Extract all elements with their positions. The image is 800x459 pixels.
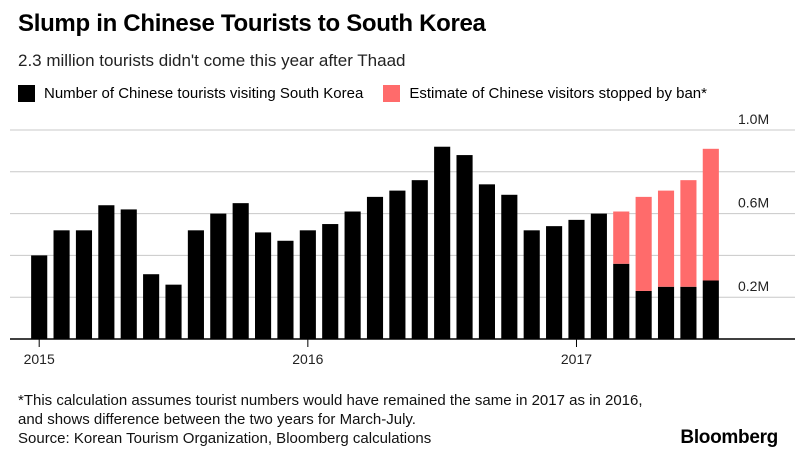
bar-actual [434,146,451,339]
bar-actual [165,284,182,339]
bar-actual [232,203,249,339]
bar-actual [546,226,563,339]
bar-estimate [635,196,652,291]
bar-actual [75,230,93,339]
chart-title: Slump in Chinese Tourists to South Korea [18,10,486,37]
axis-layer: 0.2M 0.6M 1.0M 2015 2016 2017 [10,111,795,367]
bar-chart: 0.2M 0.6M 1.0M 2015 2016 2017 [10,111,795,367]
bar-estimate [680,180,697,287]
bar-actual [210,213,227,339]
bar-actual [299,230,316,339]
footnote: *This calculation assumes tourist number… [18,391,643,429]
bar-actual [456,155,473,339]
bar-actual [187,230,204,339]
bar-actual [702,280,719,339]
legend-swatch-actual [18,85,35,102]
bar-actual [98,205,115,339]
bar-actual [657,286,675,339]
legend-item-actual: Number of Chinese tourists visiting Sout… [18,85,363,102]
bar-estimate [613,211,630,264]
x-tick-label: 2017 [561,351,592,367]
chart-subtitle: 2.3 million tourists didn't come this ye… [18,51,406,70]
bar-estimate [657,190,675,287]
bar-actual [53,230,70,339]
bar-actual [255,232,272,339]
bar-actual [613,263,630,339]
footnote-line-1: *This calculation assumes tourist number… [18,392,643,409]
legend: Number of Chinese tourists visiting Sout… [18,85,727,102]
bar-estimate [702,148,719,281]
bar-actual [523,230,540,339]
bar-actual [120,209,137,339]
bar-actual [501,194,518,339]
x-tick-label: 2016 [292,351,323,367]
footnote-line-2: and shows difference between the two yea… [18,411,416,428]
y-tick-label: 1.0M [738,111,769,127]
bar-actual [277,240,294,339]
bar-layer [31,146,719,339]
legend-label-actual: Number of Chinese tourists visiting Sout… [44,85,364,102]
legend-swatch-estimate [383,85,401,102]
bar-actual [31,255,48,339]
bar-actual [366,196,384,339]
brand-logo: Bloomberg [680,427,778,448]
source-note: Source: Korean Tourism Organization, Blo… [18,430,432,447]
bar-actual [635,290,652,339]
y-tick-label: 0.6M [738,195,769,211]
bar-actual [344,211,361,339]
bar-actual [680,286,697,339]
bar-actual [478,184,495,339]
x-tick-label: 2015 [24,351,55,367]
y-tick-label: 0.2M [738,278,769,294]
bar-actual [389,190,406,339]
legend-label-estimate: Estimate of Chinese visitors stopped by … [409,85,707,102]
bar-actual [411,180,428,339]
bar-actual [143,274,160,339]
bar-actual [322,224,339,339]
bar-actual [568,219,585,339]
legend-item-estimate: Estimate of Chinese visitors stopped by … [383,85,707,102]
bar-actual [590,213,607,339]
